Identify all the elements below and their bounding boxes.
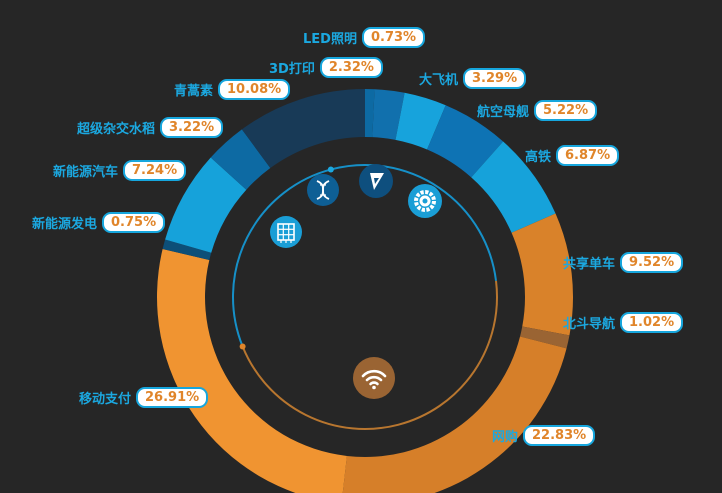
slice-value: 1.02% [620,312,684,333]
donut-slice-0 [365,89,375,138]
slice-value: 3.29% [463,68,527,89]
slice-value: 3.22% [160,117,224,138]
donut-slice-5 [511,213,573,336]
donut-slice-10 [165,157,247,253]
donut-slice-6 [520,326,570,349]
inner-ring-blue-dot [327,166,334,173]
label-artemisinin: 青蒿素 10.08% [174,79,291,100]
slice-value: 26.91% [136,387,209,408]
slice-name: 大飞机 [419,73,459,88]
inner-ring-orange-dot [239,343,246,350]
donut-slice-9 [162,239,212,261]
wifi-icon [353,357,395,399]
label-big-aircraft: 大飞机 3.29% [419,68,527,89]
slice-value: 2.32% [319,57,383,78]
label-hybrid-rice: 超级杂交水稻 3.22% [77,117,224,138]
inner-decoration [232,163,498,430]
label-shared-bike: 共享单车 9.52% [563,252,684,273]
label-new-energy-vehicle: 新能源汽车 7.24% [53,160,187,181]
slice-name: 新能源发电 [32,217,98,232]
slice-value: 0.73% [361,27,426,48]
label-beidou: 北斗导航 1.02% [563,312,684,333]
label-mobile-payment: 移动支付 26.91% [79,387,209,408]
donut-slice-7 [342,336,567,493]
slice-name: LED照明 [303,32,357,47]
chip-icon [270,216,302,248]
slice-value: 5.22% [534,100,598,121]
slice-name: 3D打印 [269,62,315,77]
slice-name: 网购 [492,430,519,445]
slice-value: 9.52% [620,252,684,273]
slice-name: 高铁 [525,150,552,165]
label-3d-print: 3D打印 2.32% [269,57,383,78]
inner-ring-orange-arc [241,280,498,430]
slice-name: 移动支付 [79,392,132,407]
donut-slice-12 [241,89,365,169]
label-aircraft-carrier: 航空母舰 5.22% [477,100,598,121]
slice-value: 22.83% [523,425,596,446]
donut-slice-4 [471,141,556,233]
slice-name: 北斗导航 [563,317,616,332]
dna-icon [307,174,339,206]
slice-name: 超级杂交水稻 [77,122,156,137]
slice-name: 新能源汽车 [53,165,119,180]
slice-value: 7.24% [123,160,187,181]
donut-slices [157,89,573,493]
slice-name: 航空母舰 [477,105,530,120]
donut-slice-11 [210,129,271,190]
slice-value: 0.75% [102,212,166,233]
donut-slice-1 [372,89,405,140]
slice-value: 6.87% [556,145,620,166]
donut-slice-2 [395,92,446,150]
label-online-shopping: 网购 22.83% [492,425,596,446]
donut-slice-3 [427,105,504,178]
label-led: LED照明 0.73% [303,27,426,48]
slice-value: 10.08% [218,79,291,100]
gear-icon [408,184,442,218]
label-high-speed-rail: 高铁 6.87% [525,145,620,166]
slice-name: 青蒿素 [174,84,214,99]
slice-name: 共享单车 [563,257,616,272]
label-new-energy-power: 新能源发电 0.75% [32,212,166,233]
donut-slice-8 [157,248,347,493]
arrow-icon [359,164,393,198]
